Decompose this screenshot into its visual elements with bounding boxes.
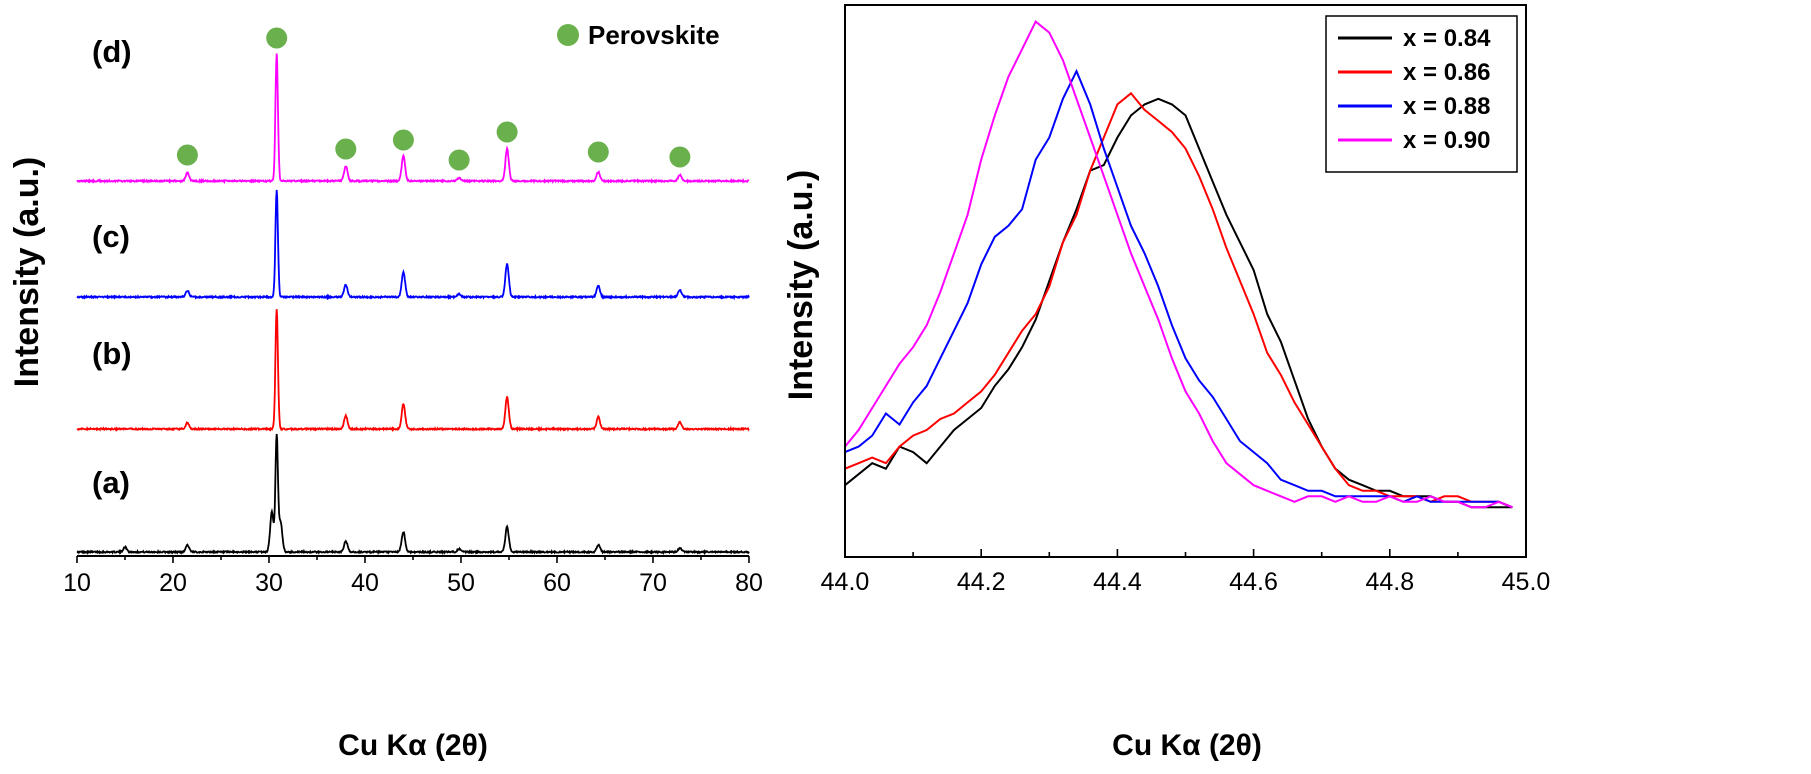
left-x-tick-group: 10 20 30 40 50 60 70 80 bbox=[63, 556, 763, 597]
perovskite-legend-label: Perovskite bbox=[588, 20, 720, 50]
right-x-tick-label: 44.8 bbox=[1365, 568, 1414, 596]
perovskite-peak-marker bbox=[448, 149, 470, 171]
right-x-tick-label: 44.6 bbox=[1229, 568, 1278, 596]
left-trace-group bbox=[76, 53, 750, 556]
left-x-axis-title: Cu Kα (2θ) bbox=[338, 729, 488, 762]
xrd-trace-b bbox=[76, 309, 750, 433]
left-y-axis-title: Intensity (a.u.) bbox=[8, 157, 46, 387]
panel-label-b: (b) bbox=[92, 336, 132, 371]
perovskite-peak-marker bbox=[335, 138, 357, 160]
right-y-axis-title: Intensity (a.u.) bbox=[782, 170, 820, 400]
left-x-tick-label: 50 bbox=[447, 569, 475, 597]
right-plot-frame bbox=[844, 4, 1527, 558]
left-x-tick-label: 10 bbox=[63, 569, 91, 597]
perovskite-peak-marker bbox=[496, 121, 518, 143]
right-x-tick-label: 44.4 bbox=[1093, 568, 1142, 596]
perovskite-peak-marker bbox=[266, 27, 288, 49]
left-x-tick-label: 60 bbox=[543, 569, 571, 597]
xrd-trace-d bbox=[76, 53, 750, 185]
xrd-trace-c bbox=[76, 189, 750, 301]
panel-label-d: (d) bbox=[92, 34, 132, 69]
xrd-trace-a bbox=[76, 433, 750, 556]
right-x-axis-title: Cu Kα (2θ) bbox=[1112, 729, 1262, 762]
right-x-tick-group: 44.0 44.2 44.4 44.6 44.8 45.0 bbox=[821, 549, 1551, 596]
left-x-tick-label: 80 bbox=[735, 569, 763, 597]
left-x-tick-label: 30 bbox=[255, 569, 283, 597]
right-x-tick-label: 44.0 bbox=[821, 568, 870, 596]
xrd-panel-right: Intensity (a.u.) Cu Kα (2θ) 44.0 44.2 44.4… bbox=[782, 4, 1551, 762]
perovskite-peak-marker bbox=[669, 146, 691, 168]
composition-legend-label: x = 0.90 bbox=[1403, 127, 1490, 154]
composition-legend-label: x = 0.84 bbox=[1403, 25, 1491, 52]
perovskite-peak-marker bbox=[587, 141, 609, 163]
composition-legend-label: x = 0.88 bbox=[1403, 93, 1490, 120]
right-x-tick-label: 44.2 bbox=[957, 568, 1006, 596]
composition-trace-3 bbox=[844, 20, 1513, 509]
composition-legend-box bbox=[1325, 15, 1518, 173]
panel-label-c: (c) bbox=[92, 219, 130, 254]
left-x-tick-label: 40 bbox=[351, 569, 379, 597]
composition-legend: x = 0.84 x = 0.86 x = 0.88 x = 0.90 bbox=[1325, 15, 1518, 173]
composition-legend-label: x = 0.86 bbox=[1403, 59, 1490, 86]
composition-trace-1 bbox=[844, 91, 1513, 509]
perovskite-peak-marker bbox=[176, 144, 198, 166]
xrd-panel-left: Intensity (a.u.) Cu Kα (2θ) 10 20 30 40 50 60… bbox=[8, 20, 763, 762]
left-x-tick-label: 20 bbox=[159, 569, 187, 597]
panel-label-a: (a) bbox=[92, 465, 130, 500]
right-trace-group bbox=[844, 20, 1513, 509]
left-x-tick-label: 70 bbox=[639, 569, 667, 597]
perovskite-peak-marker bbox=[392, 129, 414, 151]
perovskite-legend: Perovskite bbox=[557, 20, 720, 50]
right-x-tick-label: 45.0 bbox=[1502, 568, 1551, 596]
perovskite-marker-group bbox=[176, 27, 691, 171]
perovskite-legend-marker bbox=[557, 24, 579, 46]
